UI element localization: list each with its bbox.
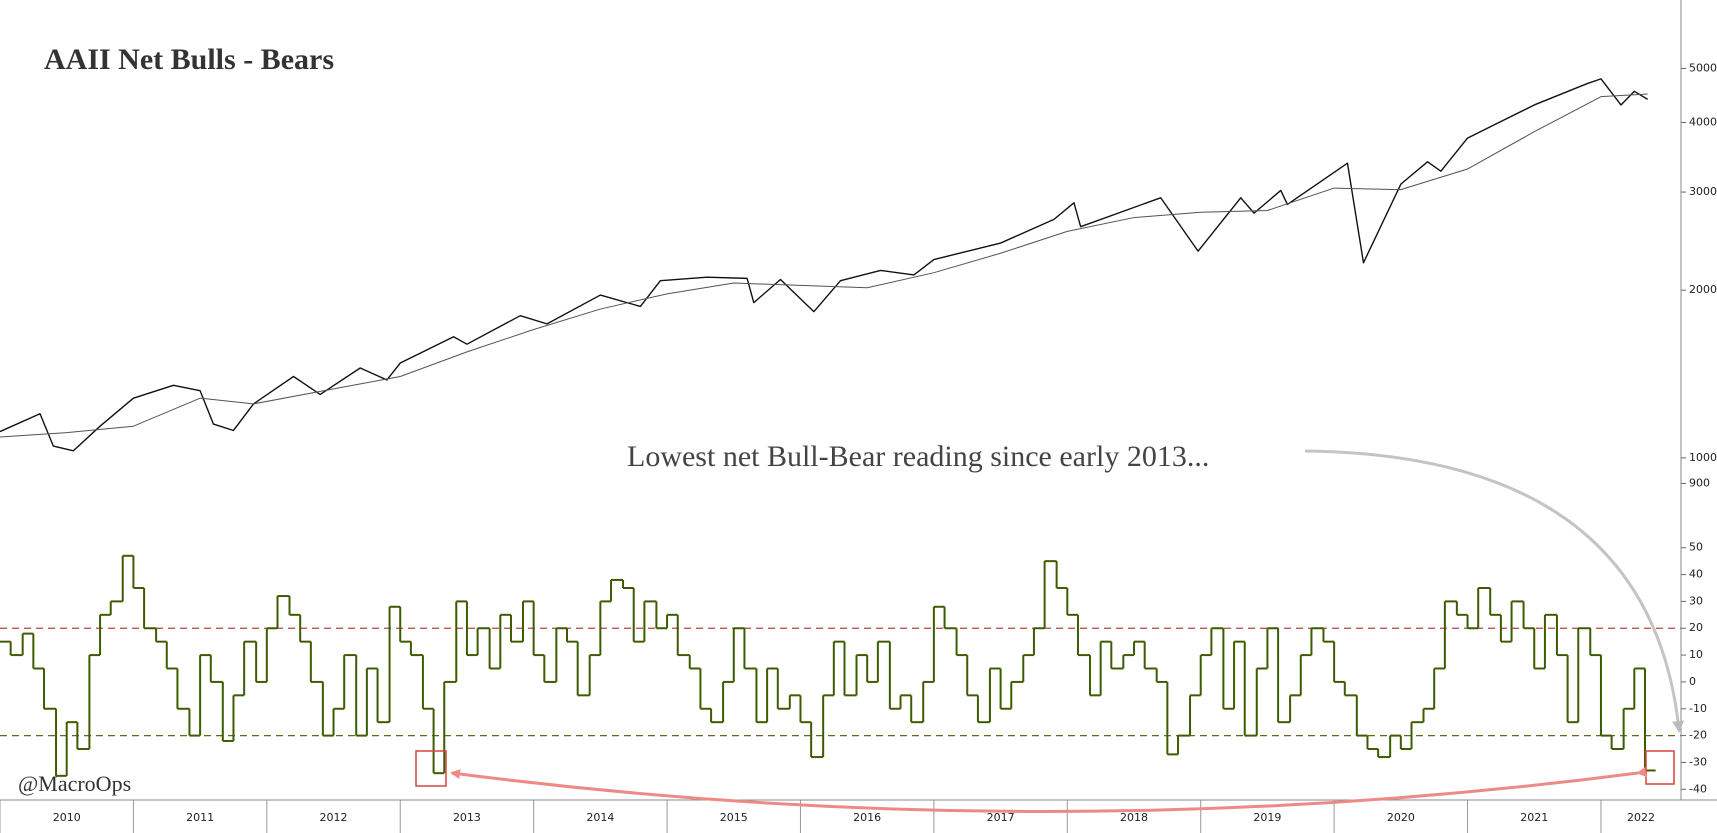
y-tick-label: 5000 (1689, 61, 1717, 74)
y-tick-label: 0 (1689, 675, 1696, 688)
chart-title: AAII Net Bulls - Bears (44, 43, 334, 76)
annotation: Lowest net Bull-Bear reading since early… (627, 440, 1209, 473)
x-tick-label: 2018 (1120, 811, 1148, 824)
y-tick-label: 3000 (1689, 185, 1717, 198)
x-tick-label: 2020 (1387, 811, 1415, 824)
price-line (0, 93, 1648, 438)
y-tick-label: -30 (1689, 755, 1707, 768)
x-tick-label: 2010 (53, 811, 81, 824)
price-panel: 900 1000 2000 3000 4000 5000 (0, 61, 1717, 489)
x-tick-label: 2016 (853, 811, 881, 824)
y-tick-label: 50 (1689, 541, 1703, 554)
x-tick-label: 2012 (320, 811, 348, 824)
y-tick-label: -40 (1689, 782, 1707, 795)
y-tick-label: 1000 (1689, 451, 1717, 464)
x-tick-label: 2017 (987, 811, 1015, 824)
highlight-box (415, 750, 447, 787)
x-tick-label: 2022 (1627, 811, 1655, 824)
sentiment-panel: -40 -30 -20 -10 0 10 20 30 40 50 2010 2011 2012 2013 2… (0, 541, 1707, 833)
y-tick-label: 10 (1689, 648, 1703, 661)
y-tick-label: 4000 (1689, 115, 1717, 128)
y-tick-label: 900 (1689, 476, 1710, 489)
y-tick-label: 30 (1689, 594, 1703, 607)
y-tick-label: -10 (1689, 702, 1707, 715)
y-tick-label: 20 (1689, 621, 1703, 634)
step-connector (9, 555, 1646, 776)
y-tick-label: 40 (1689, 568, 1703, 581)
x-tick-label: 2013 (453, 811, 481, 824)
watermark: @MacroOps (18, 771, 131, 796)
x-tick-label: 2019 (1253, 811, 1281, 824)
price-line (0, 78, 1649, 452)
x-tick-label: 2015 (720, 811, 748, 824)
callout-arrow (1304, 449, 1685, 733)
highlight-box (1645, 750, 1675, 785)
y-tick-label: 2000 (1689, 283, 1717, 296)
comparison-arrow (450, 767, 1647, 813)
x-tick-label: 2011 (186, 811, 214, 824)
y-tick-label: -20 (1689, 729, 1707, 742)
x-tick-label: 2014 (586, 811, 614, 824)
x-tick-label: 2021 (1520, 811, 1548, 824)
